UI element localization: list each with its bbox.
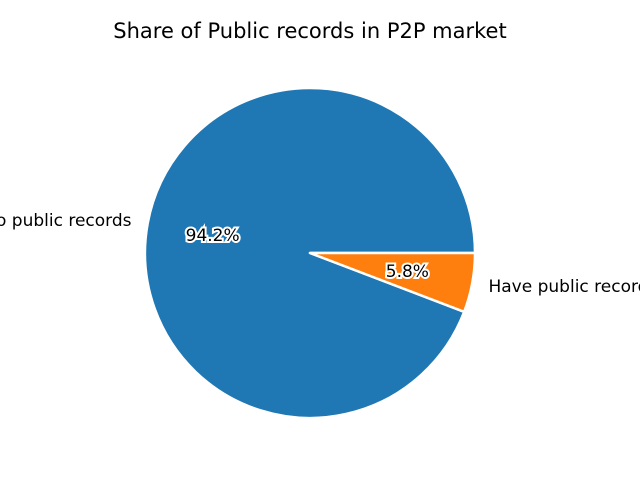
slice-percent-label-1: 5.8% [386,262,429,282]
slice-category-label-1: Have public records [488,277,640,297]
slice-percent-label-0: 94.2% [186,226,240,246]
chart-title: Share of Public records in P2P market [113,19,506,43]
slice-category-label-0: No public records [0,211,132,231]
pie-labels: No public records 94.2% Have public record… [0,211,640,297]
pie-slice-1 [308,251,477,314]
pie-slices [143,86,477,420]
